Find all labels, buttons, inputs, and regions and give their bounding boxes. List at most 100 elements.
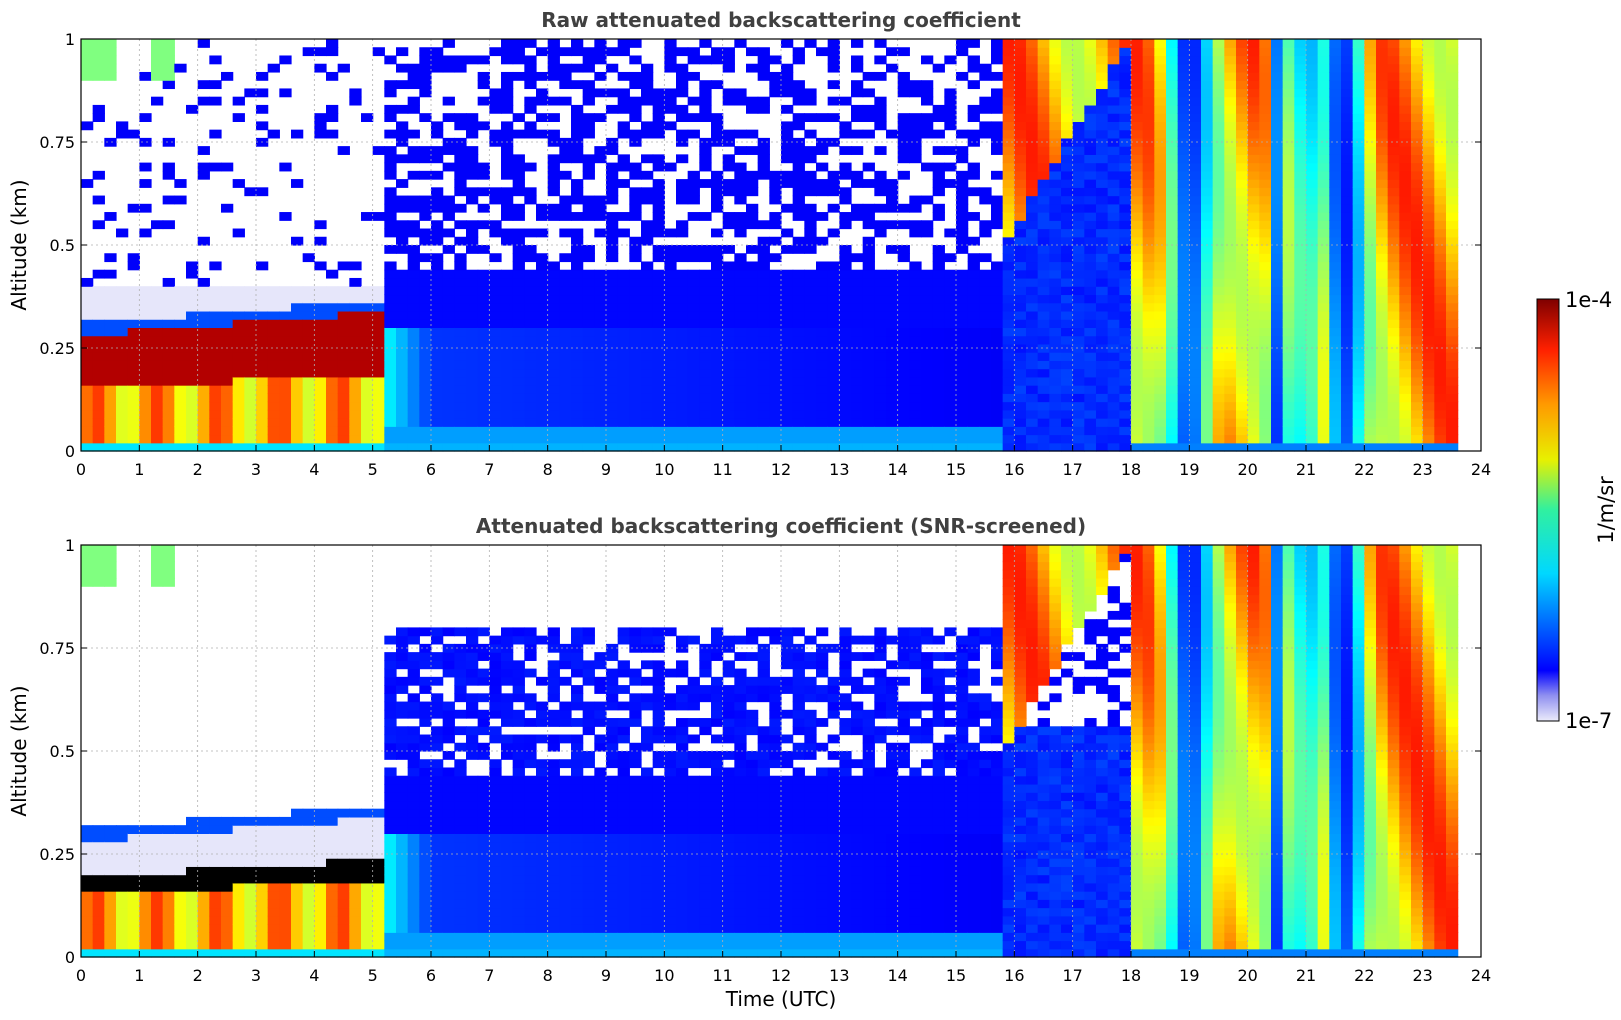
heatmap-cell — [746, 302, 759, 312]
heatmap-cell — [1084, 47, 1097, 57]
heatmap-cell — [839, 418, 852, 427]
heatmap-cell — [1154, 302, 1167, 312]
heatmap-cell — [1282, 434, 1295, 444]
heatmap-cell — [104, 442, 117, 452]
heatmap-cell — [886, 376, 899, 386]
heatmap-cell — [221, 442, 234, 452]
heatmap-cell — [104, 63, 117, 73]
heatmap-cell — [769, 376, 782, 386]
heatmap-cell — [722, 220, 735, 230]
heatmap-cell — [1061, 47, 1074, 57]
heatmap-cell — [1002, 360, 1015, 370]
heatmap-cell — [757, 442, 770, 452]
heatmap-cell — [722, 418, 735, 427]
heatmap-cell — [1212, 294, 1225, 304]
heatmap-cell — [407, 393, 420, 403]
heatmap-cell — [1271, 286, 1284, 296]
heatmap-cell — [151, 376, 164, 386]
heatmap-cell — [302, 360, 315, 370]
heatmap-cell — [337, 434, 350, 444]
heatmap-cell — [827, 360, 840, 370]
heatmap-cell — [862, 352, 875, 361]
heatmap-cell — [384, 294, 397, 304]
heatmap-cell — [1434, 319, 1447, 328]
heatmap-cell — [454, 179, 467, 188]
heatmap-cell — [711, 179, 724, 188]
heatmap-cell — [244, 319, 257, 328]
heatmap-cell — [1387, 71, 1400, 81]
heatmap-cell — [267, 858, 280, 867]
heatmap-cell — [1026, 170, 1039, 180]
heatmap-cell — [944, 286, 957, 296]
heatmap-cell — [1341, 162, 1354, 172]
heatmap-cell — [1026, 277, 1039, 287]
heatmap-cell — [174, 385, 187, 394]
heatmap-cell — [1387, 179, 1400, 188]
heatmap-cell — [1212, 269, 1225, 279]
heatmap-cell — [1014, 220, 1027, 230]
heatmap-cell — [722, 302, 735, 312]
heatmap-cell — [792, 162, 805, 172]
heatmap-cell — [676, 80, 689, 90]
heatmap-cell — [1294, 113, 1307, 122]
heatmap-cell — [1107, 179, 1120, 188]
heatmap-cell — [326, 368, 339, 378]
heatmap-cell — [1271, 55, 1284, 65]
heatmap-cell — [606, 442, 619, 452]
heatmap-cell — [676, 154, 689, 164]
heatmap-cell — [1317, 39, 1330, 48]
heatmap-cell — [1002, 162, 1015, 172]
heatmap-cell — [337, 327, 350, 337]
heatmap-cell — [734, 146, 747, 155]
heatmap-cell — [407, 71, 420, 81]
heatmap-cell — [1037, 319, 1050, 328]
heatmap-cell — [1247, 129, 1260, 139]
heatmap-cell — [1084, 418, 1097, 427]
heatmap-cell — [1259, 228, 1272, 238]
heatmap-cell — [267, 418, 280, 427]
heatmap-cell — [232, 932, 245, 942]
heatmap-cell — [1049, 179, 1062, 188]
heatmap-cell — [1049, 195, 1062, 205]
heatmap-cell — [617, 343, 630, 353]
heatmap-cell — [104, 924, 117, 933]
heatmap-cell — [1341, 401, 1354, 411]
heatmap-cell — [302, 286, 315, 296]
heatmap-cell — [1282, 253, 1295, 263]
heatmap-cell — [1364, 55, 1377, 65]
heatmap-cell — [1107, 121, 1120, 131]
heatmap-cell — [1049, 96, 1062, 106]
heatmap-cell — [652, 352, 665, 361]
heatmap-cell — [1037, 409, 1050, 419]
heatmap-cell — [956, 228, 969, 238]
heatmap-cell — [186, 385, 199, 394]
heatmap-cell — [1294, 121, 1307, 131]
heatmap-cell — [932, 409, 945, 419]
heatmap-cell — [314, 434, 327, 444]
heatmap-cell — [1096, 426, 1109, 436]
heatmap-cell — [1049, 310, 1062, 320]
heatmap-cell — [104, 866, 117, 876]
heatmap-cell — [1306, 113, 1319, 122]
heatmap-cell — [1317, 55, 1330, 65]
heatmap-cell — [326, 434, 339, 444]
heatmap-cell — [407, 154, 420, 164]
heatmap-cell — [1364, 179, 1377, 188]
heatmap-cell — [244, 294, 257, 304]
heatmap-cell — [512, 319, 525, 328]
heatmap-cell — [1236, 352, 1249, 361]
heatmap-cell — [769, 409, 782, 419]
heatmap-cell — [232, 434, 245, 444]
heatmap-cell — [991, 352, 1004, 361]
heatmap-cell — [1096, 212, 1109, 221]
heatmap-cell — [349, 360, 362, 370]
heatmap-cell — [547, 393, 560, 403]
heatmap-cell — [524, 129, 537, 139]
heatmap-cell — [1247, 319, 1260, 328]
heatmap-cell — [384, 187, 397, 197]
heatmap-cell — [909, 137, 922, 147]
heatmap-cell — [501, 146, 514, 155]
heatmap-cell — [757, 401, 770, 411]
heatmap-cell — [162, 874, 175, 884]
heatmap-cell — [81, 866, 94, 876]
